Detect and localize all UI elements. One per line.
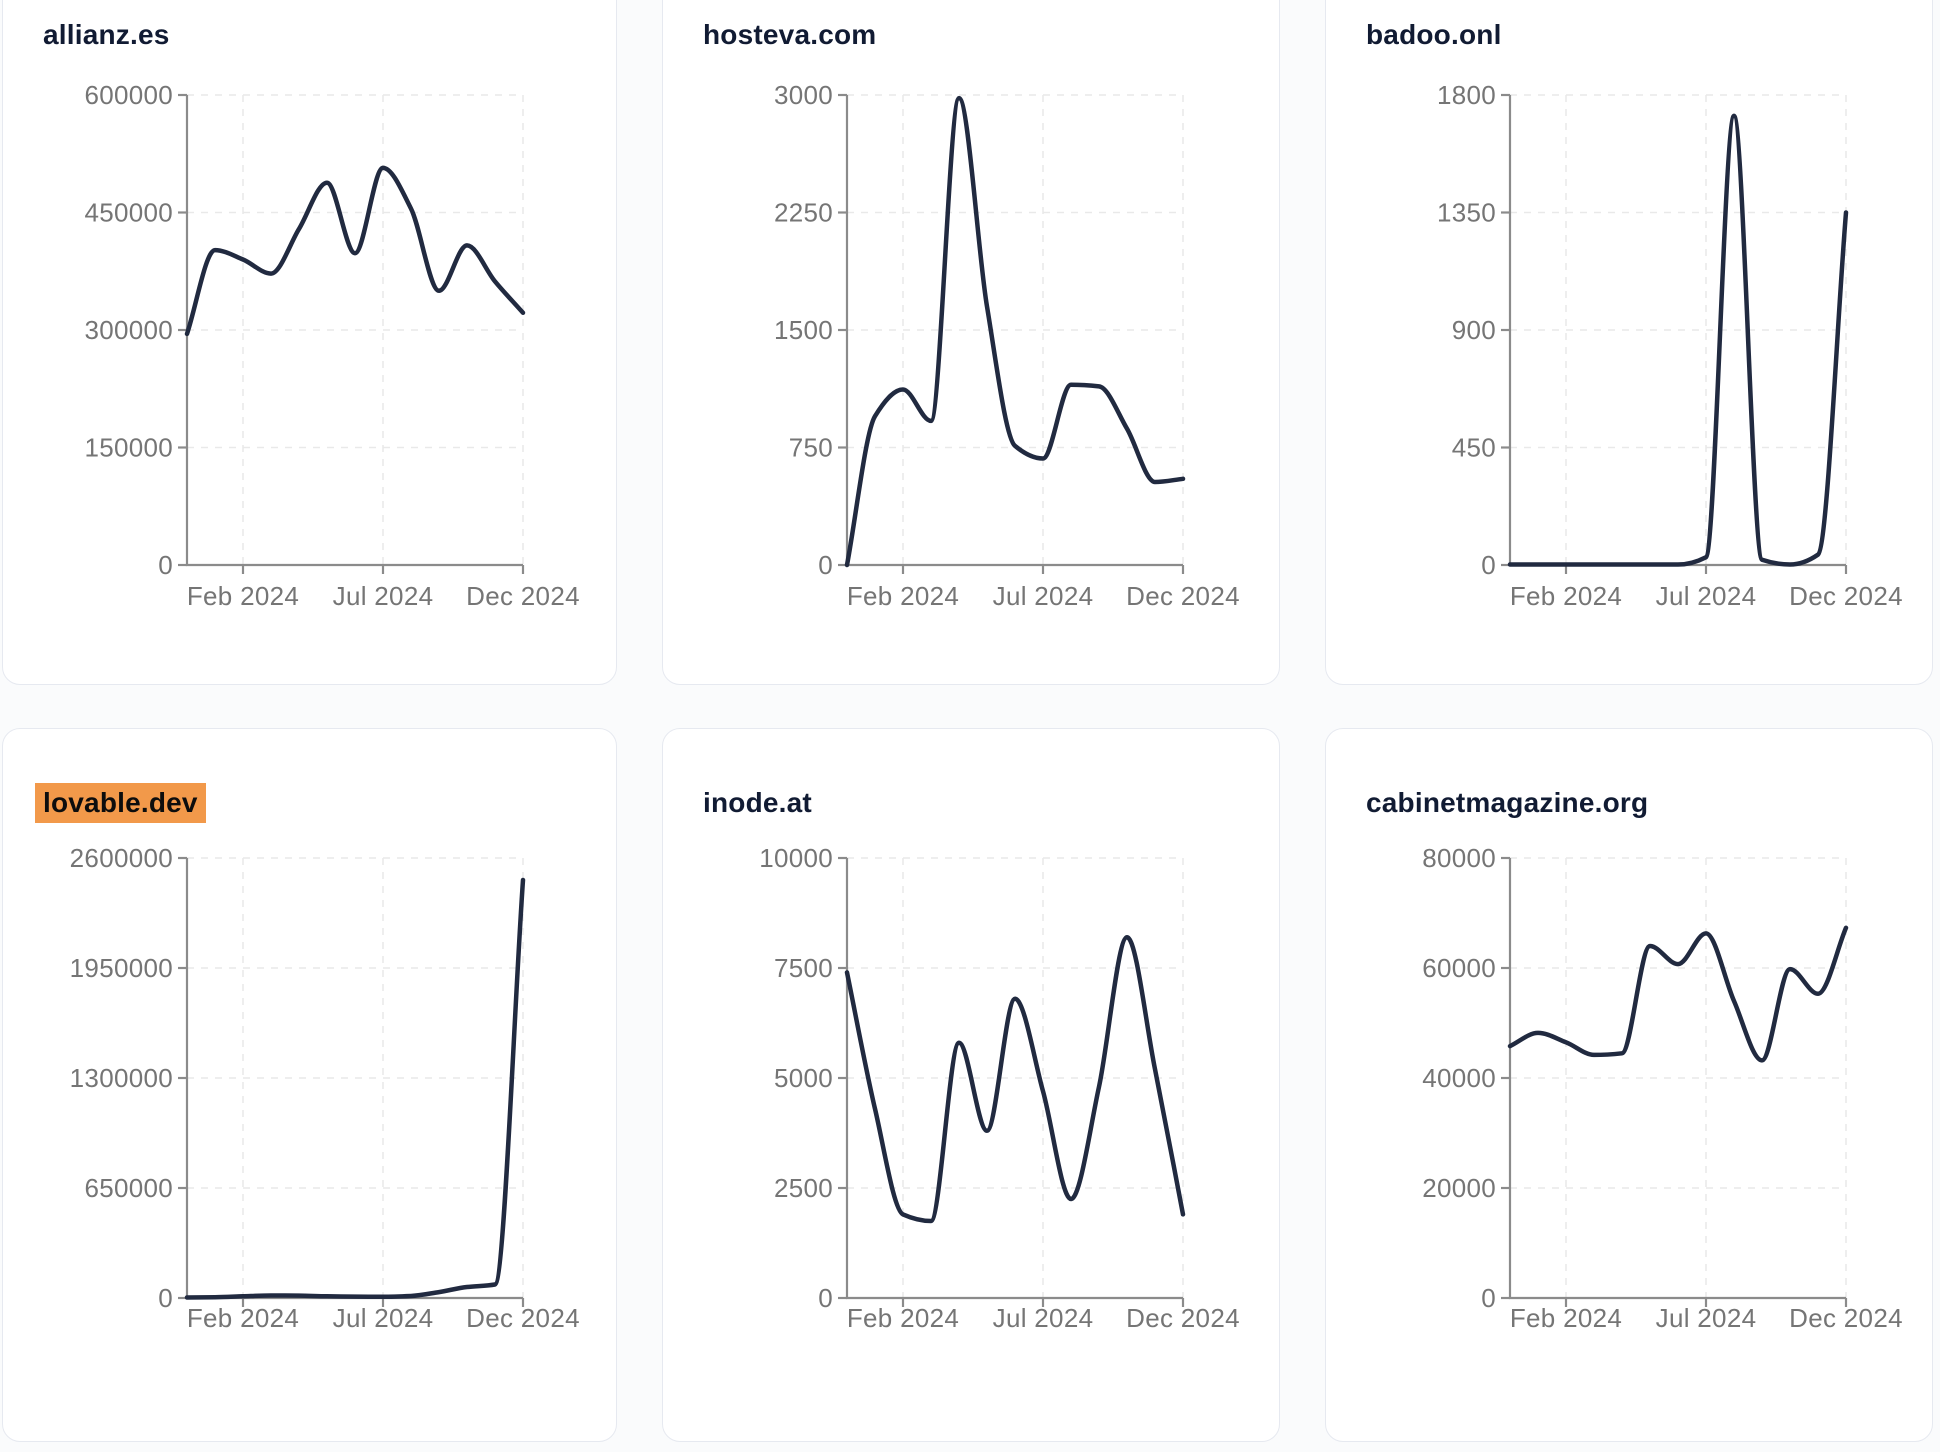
svg-text:Feb 2024: Feb 2024 bbox=[847, 1303, 959, 1333]
chart-card: lovable.dev 0 650000 1300000 1950000 2600000… bbox=[2, 728, 617, 1442]
svg-text:Feb 2024: Feb 2024 bbox=[847, 581, 959, 611]
svg-text:Feb 2024: Feb 2024 bbox=[1510, 581, 1622, 611]
svg-text:Jul 2024: Jul 2024 bbox=[1656, 581, 1757, 611]
svg-text:2500: 2500 bbox=[774, 1173, 833, 1203]
svg-text:Jul 2024: Jul 2024 bbox=[333, 581, 434, 611]
chart-title-wrap: lovable.dev bbox=[35, 783, 206, 823]
svg-text:Dec 2024: Dec 2024 bbox=[466, 581, 580, 611]
svg-text:0: 0 bbox=[818, 550, 833, 580]
svg-text:Jul 2024: Jul 2024 bbox=[1656, 1303, 1757, 1333]
svg-text:80000: 80000 bbox=[1422, 843, 1496, 873]
svg-text:60000: 60000 bbox=[1422, 953, 1496, 983]
chart-title: inode.at bbox=[703, 787, 812, 818]
chart-title: hosteva.com bbox=[703, 19, 877, 50]
svg-text:900: 900 bbox=[1452, 315, 1496, 345]
chart-title: badoo.onl bbox=[1366, 19, 1502, 50]
svg-text:0: 0 bbox=[1481, 1283, 1496, 1313]
svg-text:5000: 5000 bbox=[774, 1063, 833, 1093]
chart-card: cabinetmagazine.org 0 20000 40000 60000 8000… bbox=[1325, 728, 1933, 1442]
chart-title-wrap: allianz.es bbox=[43, 19, 170, 51]
svg-text:0: 0 bbox=[818, 1283, 833, 1313]
svg-text:1350: 1350 bbox=[1437, 198, 1496, 228]
svg-text:600000: 600000 bbox=[84, 80, 173, 110]
svg-text:Feb 2024: Feb 2024 bbox=[1510, 1303, 1622, 1333]
svg-text:10000: 10000 bbox=[759, 843, 833, 873]
svg-text:300000: 300000 bbox=[84, 315, 173, 345]
svg-text:750: 750 bbox=[789, 433, 833, 463]
svg-text:2250: 2250 bbox=[774, 198, 833, 228]
chart-title: cabinetmagazine.org bbox=[1366, 787, 1649, 818]
svg-text:150000: 150000 bbox=[84, 433, 173, 463]
svg-text:3000: 3000 bbox=[774, 80, 833, 110]
chart-title-wrap: cabinetmagazine.org bbox=[1366, 787, 1648, 819]
svg-text:Jul 2024: Jul 2024 bbox=[333, 1303, 434, 1333]
chart-title-wrap: badoo.onl bbox=[1366, 19, 1502, 51]
traffic-line-chart: 0 20000 40000 60000 80000 Feb 2024 Jul 2024 Dec… bbox=[1422, 843, 1903, 1333]
svg-text:20000: 20000 bbox=[1422, 1173, 1496, 1203]
chart-card: badoo.onl 0 450 900 1350 1800 Feb 2024 Jul 202… bbox=[1325, 0, 1933, 685]
svg-text:Feb 2024: Feb 2024 bbox=[187, 581, 299, 611]
svg-text:Dec 2024: Dec 2024 bbox=[466, 1303, 580, 1333]
chart-title: allianz.es bbox=[43, 19, 170, 50]
traffic-line-chart: 0 650000 1300000 1950000 2600000 Feb 2024 Jul … bbox=[70, 843, 580, 1333]
svg-text:1300000: 1300000 bbox=[70, 1063, 173, 1093]
svg-text:450: 450 bbox=[1452, 433, 1496, 463]
svg-text:0: 0 bbox=[158, 1283, 173, 1313]
traffic-line-chart: 0 750 1500 2250 3000 Feb 2024 Jul 2024 Dec 2024 bbox=[774, 80, 1240, 611]
svg-text:Dec 2024: Dec 2024 bbox=[1126, 581, 1240, 611]
svg-text:Jul 2024: Jul 2024 bbox=[993, 581, 1094, 611]
svg-text:0: 0 bbox=[158, 550, 173, 580]
svg-text:Dec 2024: Dec 2024 bbox=[1789, 581, 1903, 611]
chart-title-wrap: hosteva.com bbox=[703, 19, 876, 51]
chart-card: hosteva.com 0 750 1500 2250 3000 Feb 2024 Jul … bbox=[662, 0, 1280, 685]
svg-text:1950000: 1950000 bbox=[70, 953, 173, 983]
svg-text:450000: 450000 bbox=[84, 198, 173, 228]
svg-text:Dec 2024: Dec 2024 bbox=[1126, 1303, 1240, 1333]
svg-text:1500: 1500 bbox=[774, 315, 833, 345]
svg-text:Dec 2024: Dec 2024 bbox=[1789, 1303, 1903, 1333]
svg-text:Feb 2024: Feb 2024 bbox=[187, 1303, 299, 1333]
traffic-line-chart: 0 150000 300000 450000 600000 Feb 2024 Jul 202… bbox=[84, 80, 580, 611]
svg-text:650000: 650000 bbox=[84, 1173, 173, 1203]
svg-text:7500: 7500 bbox=[774, 953, 833, 983]
svg-text:Jul 2024: Jul 2024 bbox=[993, 1303, 1094, 1333]
chart-title-highlighted: lovable.dev bbox=[35, 783, 206, 823]
traffic-line-chart: 0 450 900 1350 1800 Feb 2024 Jul 2024 Dec 2024 bbox=[1437, 80, 1903, 611]
svg-text:2600000: 2600000 bbox=[70, 843, 173, 873]
svg-text:0: 0 bbox=[1481, 550, 1496, 580]
svg-text:40000: 40000 bbox=[1422, 1063, 1496, 1093]
chart-card: allianz.es 0 150000 300000 450000 600000 Feb … bbox=[2, 0, 617, 685]
traffic-line-chart: 0 2500 5000 7500 10000 Feb 2024 Jul 2024 Dec 20… bbox=[759, 843, 1240, 1333]
chart-card: inode.at 0 2500 5000 7500 10000 Feb 2024 Jul 2… bbox=[662, 728, 1280, 1442]
chart-title-wrap: inode.at bbox=[703, 787, 812, 819]
svg-text:1800: 1800 bbox=[1437, 80, 1496, 110]
